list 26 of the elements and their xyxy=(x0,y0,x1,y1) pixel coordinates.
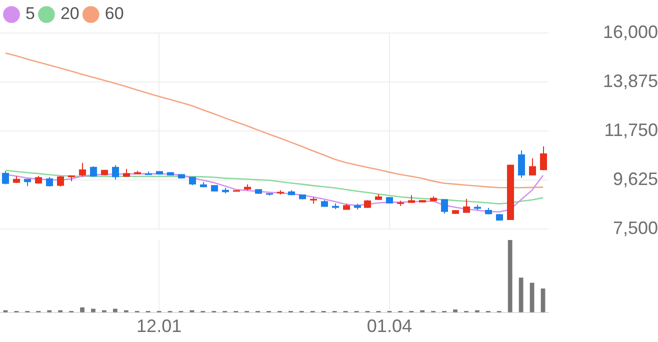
candlestick xyxy=(90,166,98,178)
y-tick-label: 16,000 xyxy=(602,22,658,42)
candlestick xyxy=(518,150,526,178)
candlestick xyxy=(528,158,536,176)
bar xyxy=(530,282,534,312)
legend-label: 60 xyxy=(104,4,124,24)
bar xyxy=(540,288,546,312)
candlestick xyxy=(2,170,10,185)
y-tick-label: 13,875 xyxy=(602,71,658,92)
candlestick xyxy=(46,176,54,187)
y-tick-label: 7,500 xyxy=(612,218,658,238)
bar xyxy=(80,307,84,312)
bar xyxy=(508,240,512,312)
candlestick xyxy=(56,175,64,187)
bar xyxy=(518,278,524,312)
candlestick xyxy=(440,198,448,214)
legend-label: 20 xyxy=(60,4,80,24)
candlestick xyxy=(462,198,470,214)
candlestick xyxy=(78,162,86,178)
y-tick-label: 9,625 xyxy=(612,169,658,190)
x-tick-label: 01.04 xyxy=(366,316,412,336)
y-tick-label: 11,750 xyxy=(604,120,658,140)
candlestick xyxy=(540,146,548,171)
legend-label: 5 xyxy=(26,4,35,24)
candlestick xyxy=(112,164,120,180)
x-tick-label: 12.01 xyxy=(136,316,182,336)
